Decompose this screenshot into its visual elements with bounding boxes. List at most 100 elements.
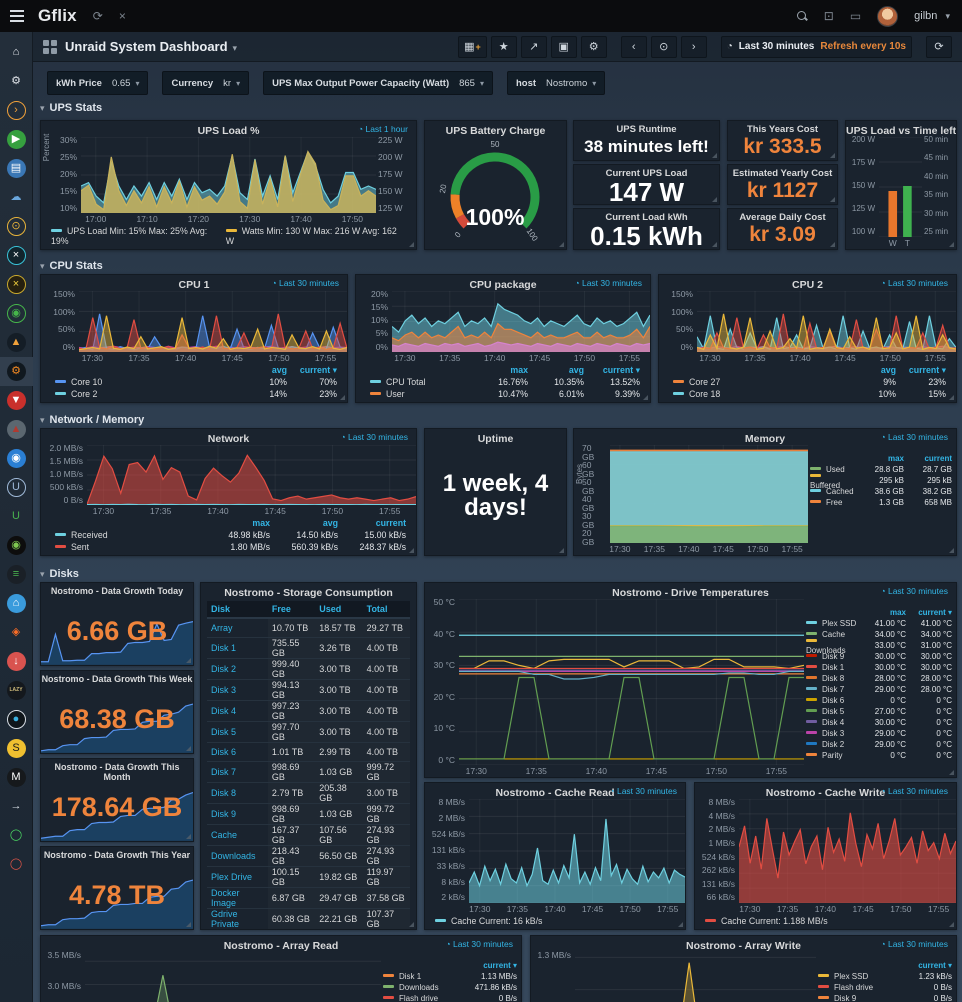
legend-series-label[interactable]: Disk 6 xyxy=(806,696,860,705)
sidebar-item-app-blue[interactable]: ◉ xyxy=(0,444,33,473)
panel-time-range[interactable]: ◔ Last 30 minutes xyxy=(574,278,642,288)
legend-column-header[interactable]: max xyxy=(887,454,904,463)
legend-series-label[interactable]: Sent xyxy=(55,542,202,552)
legend-column-header[interactable]: avg xyxy=(568,365,584,375)
legend-column-header[interactable]: max xyxy=(510,365,528,375)
legend-column-header[interactable]: avg xyxy=(322,518,338,528)
sidebar-item-app-switches[interactable]: ≡ xyxy=(0,560,33,589)
sidebar-item-app-plex[interactable]: ▶ xyxy=(0,125,33,154)
share-button[interactable]: ↗ xyxy=(520,35,547,58)
kiosk-mode-icon[interactable]: ⊡ xyxy=(823,9,834,23)
sidebar-item-app-home-assistant[interactable]: ⌂ xyxy=(0,589,33,618)
panel-time-range[interactable]: ◔ Last 30 minutes xyxy=(880,939,948,949)
legend-item[interactable]: Cache Current: 1.188 MB/s xyxy=(705,916,828,926)
legend-series-label[interactable]: Buffered xyxy=(810,472,856,490)
sidebar-item-app-sabnzbd[interactable]: S xyxy=(0,734,33,763)
chart-canvas[interactable] xyxy=(81,137,376,213)
sidebar-item-app-gitlab[interactable]: ◈ xyxy=(0,618,33,647)
time-picker[interactable]: ◔ Last 30 minutes Refresh every 10s xyxy=(720,35,912,58)
variable-host[interactable]: host Nostromo ▾ xyxy=(506,71,606,95)
panel-title[interactable]: CPU package xyxy=(469,279,537,291)
legend-series-label[interactable]: Core 18 xyxy=(673,389,846,399)
chart-canvas[interactable] xyxy=(575,952,816,1002)
menu-toggle-icon[interactable] xyxy=(0,10,34,22)
legend-series-label[interactable]: User xyxy=(370,389,472,399)
chart-canvas[interactable] xyxy=(610,445,808,543)
dashboard-title[interactable]: Unraid System Dashboard ▾ xyxy=(65,39,238,54)
panel-time-range[interactable]: ◔ Last 30 minutes xyxy=(609,786,677,796)
sidebar-item-app-grafana[interactable]: ⚙ xyxy=(0,357,33,386)
sidebar-item-logout[interactable]: → xyxy=(0,792,33,821)
legend-series-label[interactable]: Received xyxy=(55,530,202,540)
save-button[interactable]: ▣ xyxy=(550,35,577,58)
sidebar-item-app-alert[interactable]: ▲ xyxy=(0,415,33,444)
legend-series-label[interactable]: Disk 9 xyxy=(806,652,860,661)
chart-canvas[interactable] xyxy=(79,291,347,352)
panel-title[interactable]: Nostromo - Cache Write xyxy=(765,787,886,799)
user-menu[interactable]: gilbn ▾ xyxy=(914,10,950,22)
legend-column-header[interactable]: current ▾ xyxy=(908,364,946,375)
sidebar-item-app-x-yellow[interactable]: × xyxy=(0,270,33,299)
legend-series-label[interactable]: CPU Total xyxy=(370,377,472,387)
panel-title[interactable]: Nostromo - Drive Temperatures xyxy=(612,587,769,599)
panel-title[interactable]: Nostromo - Array Write xyxy=(686,940,801,952)
avatar[interactable] xyxy=(877,5,899,27)
panel-title[interactable]: Network xyxy=(207,433,250,445)
legend-column-header[interactable]: avg xyxy=(880,365,896,375)
sidebar-item-app-unifi[interactable]: U xyxy=(0,502,33,531)
dashboard-grid-icon[interactable] xyxy=(43,39,57,54)
variable-ups-max-output-power-capacity-watt-[interactable]: UPS Max Output Power Capacity (Watt) 865 ▾ xyxy=(263,71,493,95)
sidebar-item-app-ubiquiti[interactable]: U xyxy=(0,473,33,502)
zoom-out-button[interactable]: ⊙ xyxy=(650,35,677,58)
panel-time-range[interactable]: ◔ Last 30 minutes xyxy=(445,939,513,949)
panel-title[interactable]: UPS Load % xyxy=(197,125,260,137)
legend-column-header[interactable]: avg xyxy=(271,365,287,375)
sidebar-item-app-ombi[interactable]: › xyxy=(0,96,33,125)
legend-column-header[interactable]: current ▾ xyxy=(918,961,952,970)
star-button[interactable]: ★ xyxy=(490,35,517,58)
variable-currency[interactable]: Currency kr ▾ xyxy=(162,71,250,95)
tv-mode-icon[interactable]: ▭ xyxy=(849,9,862,23)
panel-time-range[interactable]: ◔ Last 30 minutes xyxy=(880,432,948,442)
panel-time-range[interactable]: ◔ Last 30 minutes xyxy=(271,278,339,288)
legend-column-header[interactable]: current xyxy=(924,454,952,463)
sidebar-item-app-droplet[interactable]: ● xyxy=(0,705,33,734)
sidebar-item-app-calibre[interactable]: ▤ xyxy=(0,154,33,183)
legend-series-label[interactable]: Core 27 xyxy=(673,377,846,387)
panel-time-range[interactable]: ◔ Last 30 minutes xyxy=(340,432,408,442)
sidebar-item-home[interactable]: ⌂ xyxy=(0,38,33,67)
legend-series-label[interactable]: Parity xyxy=(806,751,860,760)
legend-series-label[interactable]: Core 10 xyxy=(55,377,237,387)
legend-series-label[interactable]: Disk 2 xyxy=(806,740,860,749)
legend-item[interactable]: UPS Load Min: 15% Max: 25% Avg: 19% xyxy=(51,226,208,246)
legend-series-label[interactable]: Disk 4 xyxy=(806,718,860,727)
tab-close-icon[interactable]: × xyxy=(118,9,126,23)
chart-canvas[interactable] xyxy=(392,291,650,352)
legend-column-header[interactable]: current xyxy=(375,518,406,528)
legend-series-label[interactable]: Cached xyxy=(810,487,856,496)
legend-series-label[interactable]: Used xyxy=(810,465,856,474)
legend-series-label[interactable]: Free xyxy=(810,498,856,507)
refresh-dashboard-button[interactable]: ⟳ xyxy=(926,35,952,58)
panel-title[interactable]: Memory xyxy=(744,433,786,445)
section-row-ups-stats[interactable]: ▾ UPS Stats xyxy=(40,102,102,114)
panel-title[interactable]: Nostromo - Cache Read xyxy=(495,787,615,799)
chart-canvas[interactable] xyxy=(469,799,685,903)
panel-time-range[interactable]: ◔ Last 30 minutes xyxy=(880,786,948,796)
section-row-network-memory[interactable]: ▾ Network / Memory xyxy=(40,414,144,426)
legend-series-label[interactable]: Downloads xyxy=(383,983,455,992)
sidebar-item-app-download[interactable]: ↓ xyxy=(0,647,33,676)
sidebar-item-app-green-ring[interactable]: ◉ xyxy=(0,299,33,328)
variable-kwh-price[interactable]: kWh Price 0.65 ▾ xyxy=(47,71,149,95)
table-column-header[interactable]: Used xyxy=(315,601,363,619)
panel-time-range[interactable]: ◔ Last 30 minutes xyxy=(880,278,948,288)
legend-column-header[interactable]: current ▾ xyxy=(299,364,337,375)
table-column-header[interactable]: Free xyxy=(267,601,316,619)
sidebar-item-app-github[interactable]: ◯ xyxy=(0,821,33,850)
legend-item[interactable]: Watts Min: 130 W Max: 216 W Avg: 162 W xyxy=(225,226,397,246)
legend-series-label[interactable]: Plex SSD xyxy=(818,972,890,981)
sidebar-item-app-jackett-search[interactable]: ⊙ xyxy=(0,212,33,241)
time-forward-button[interactable]: › xyxy=(680,35,707,58)
chart-canvas[interactable] xyxy=(459,599,804,765)
legend-column-header[interactable]: current ▾ xyxy=(483,961,517,970)
